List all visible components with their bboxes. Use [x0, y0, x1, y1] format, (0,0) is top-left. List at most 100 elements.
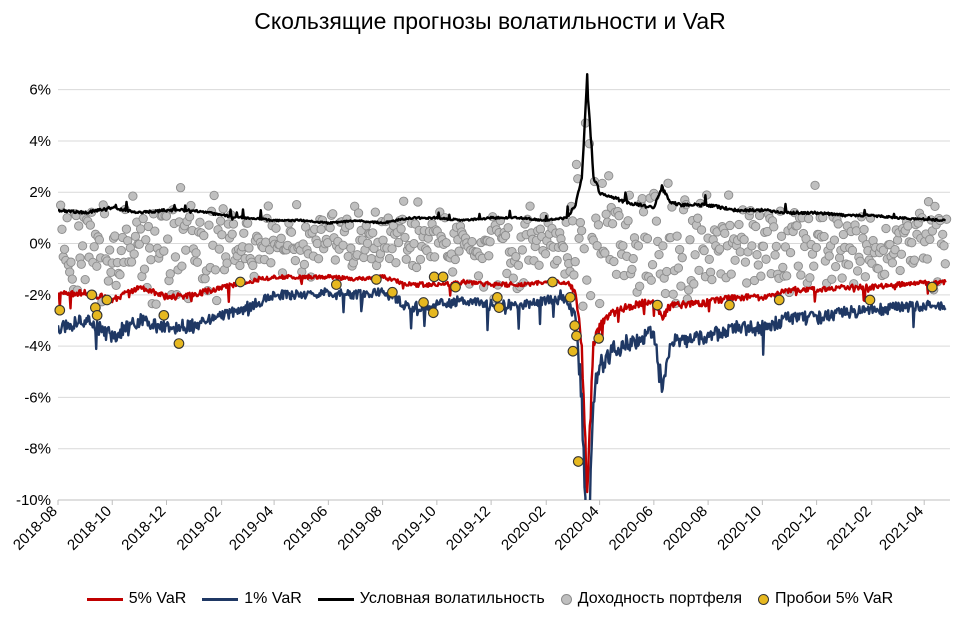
return-point — [401, 254, 411, 264]
return-point — [227, 229, 237, 239]
return-point — [827, 274, 837, 284]
breach-point — [773, 294, 785, 306]
return-point — [833, 219, 843, 229]
breach-point — [387, 286, 398, 298]
breach-point — [724, 299, 735, 311]
return-point — [209, 190, 219, 201]
return-point — [330, 255, 340, 265]
return-point — [570, 257, 580, 267]
return-point — [346, 243, 356, 253]
return-point — [362, 238, 373, 248]
return-point — [739, 234, 749, 245]
return-point — [144, 243, 155, 253]
return-point — [685, 235, 695, 245]
return-point — [181, 245, 191, 255]
return-point — [503, 223, 513, 233]
breach-point — [652, 299, 663, 311]
return-point — [696, 225, 707, 235]
breach-point — [101, 294, 113, 306]
return-point — [843, 260, 854, 270]
legend-swatch-returns — [560, 593, 572, 605]
return-point — [191, 248, 201, 258]
return-point — [130, 231, 141, 242]
return-point — [139, 264, 150, 274]
return-point — [129, 249, 139, 259]
return-point — [838, 229, 849, 240]
return-point — [592, 241, 602, 251]
return-point — [313, 254, 324, 264]
chart-title: Скользящие прогнозы волатильности и VaR — [254, 8, 726, 34]
return-point — [473, 271, 484, 281]
legend-label-vol: Условная волатильность — [359, 590, 545, 607]
return-point — [106, 267, 116, 277]
returns-scatter — [56, 118, 952, 311]
return-point — [266, 258, 276, 268]
return-point — [67, 274, 77, 284]
return-point — [576, 226, 587, 236]
return-point — [896, 249, 907, 259]
return-point — [586, 290, 596, 301]
breach-point — [437, 271, 449, 283]
breach-point — [173, 338, 185, 349]
return-point — [151, 299, 161, 309]
return-point — [378, 235, 388, 245]
breach-point — [547, 276, 558, 288]
x-tick-label: 2018-12 — [118, 503, 169, 554]
return-point — [837, 273, 847, 283]
return-point — [742, 278, 752, 288]
y-tick-label: -4% — [24, 338, 51, 355]
return-point — [673, 263, 684, 273]
return-point — [637, 193, 647, 204]
return-point — [128, 191, 138, 201]
return-point — [824, 251, 834, 261]
return-point — [761, 254, 771, 264]
legend-label-breach: Пробои 5% VaR — [774, 590, 894, 607]
breach-point — [418, 297, 429, 308]
return-point — [662, 266, 672, 277]
return-point — [852, 266, 863, 276]
return-point — [925, 234, 935, 245]
return-point — [903, 221, 913, 231]
series-line-vol — [58, 72, 946, 225]
return-point — [150, 226, 160, 236]
return-point — [115, 270, 125, 280]
return-point — [134, 239, 144, 249]
return-point — [484, 251, 494, 261]
return-point — [74, 221, 84, 231]
return-point — [508, 273, 518, 283]
return-point — [161, 211, 172, 221]
x-tick-label: 2019-08 — [334, 503, 385, 554]
breach-point — [491, 292, 503, 303]
return-point — [370, 207, 380, 217]
return-point — [597, 178, 607, 189]
return-point — [214, 244, 224, 254]
return-point — [62, 213, 72, 223]
return-point — [485, 237, 495, 247]
return-point — [674, 244, 685, 255]
breach-point — [428, 271, 440, 283]
legend-label-var5: 5% VaR — [128, 590, 187, 607]
return-point — [618, 241, 628, 251]
return-point — [534, 260, 544, 270]
return-point — [411, 262, 422, 273]
return-point — [222, 258, 232, 268]
return-point — [851, 226, 861, 236]
return-point — [859, 224, 869, 235]
return-point — [646, 275, 656, 285]
return-point — [143, 221, 154, 232]
breach-point — [572, 456, 584, 467]
return-point — [753, 260, 763, 270]
return-point — [796, 270, 806, 280]
return-point — [831, 261, 841, 272]
return-point — [575, 217, 585, 228]
return-point — [116, 245, 126, 256]
legend-item-breach: Пробои 5% VaR — [757, 590, 894, 608]
return-point — [569, 270, 579, 280]
return-point — [720, 228, 730, 239]
return-point — [175, 183, 186, 193]
return-point — [782, 271, 792, 281]
return-point — [384, 253, 395, 264]
return-point — [607, 219, 618, 229]
return-point — [322, 238, 333, 248]
breach-point — [91, 309, 103, 321]
